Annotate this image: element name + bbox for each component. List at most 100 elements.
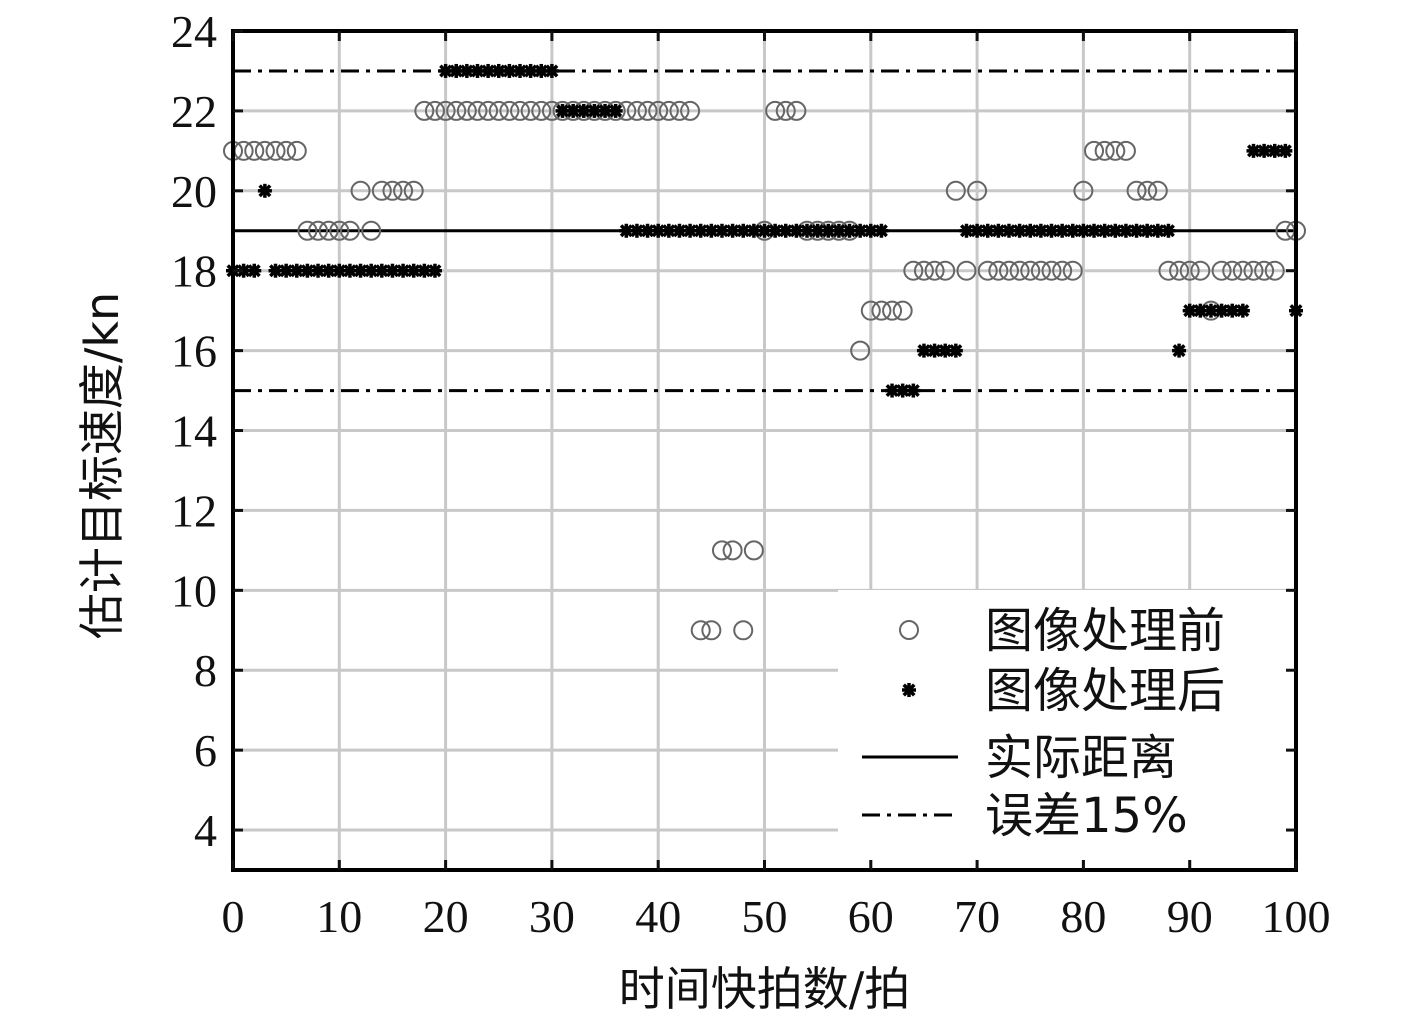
point-before-processing	[308, 220, 329, 241]
point-before-processing	[1020, 260, 1041, 281]
y-tick-label: 12	[171, 485, 217, 536]
point-before-processing	[531, 100, 552, 121]
point-before-processing	[478, 100, 499, 121]
point-before-processing	[382, 180, 403, 201]
point-before-processing	[456, 100, 477, 121]
y-tick-label: 14	[171, 406, 217, 457]
point-after-processing	[427, 263, 442, 278]
y-axis-title: 估计目标速度/kn	[75, 292, 129, 639]
point-before-processing	[1030, 260, 1051, 281]
point-before-processing	[1137, 180, 1158, 201]
y-tick-label: 20	[171, 166, 217, 217]
point-before-processing	[254, 140, 275, 161]
point-after-processing	[906, 383, 921, 398]
point-before-processing	[988, 260, 1009, 281]
tick-marks	[231, 29, 1298, 870]
point-before-processing	[860, 300, 881, 321]
legend-marker-after	[902, 683, 916, 697]
point-before-processing	[297, 220, 318, 241]
point-before-processing	[1190, 260, 1211, 281]
point-after-processing	[1023, 223, 1038, 238]
point-before-processing	[680, 100, 701, 121]
legend-label: 图像处理后	[985, 663, 1225, 719]
y-tick-label: 6	[194, 725, 217, 776]
point-before-processing	[956, 260, 977, 281]
x-tick-label: 80	[1060, 891, 1106, 942]
point-before-processing	[1254, 260, 1275, 281]
point-before-processing	[233, 140, 254, 161]
point-before-processing	[1009, 260, 1030, 281]
point-before-processing	[1094, 140, 1115, 161]
point-after-processing	[534, 63, 549, 78]
y-tick-label: 22	[171, 86, 217, 137]
point-before-processing	[637, 100, 658, 121]
point-before-processing	[648, 100, 669, 121]
legend-label: 实际距离	[985, 730, 1177, 786]
point-before-processing	[276, 140, 297, 161]
point-before-processing	[1264, 260, 1285, 281]
point-after-processing	[300, 263, 315, 278]
point-after-processing	[1108, 223, 1123, 238]
point-after-processing	[874, 223, 889, 238]
point-before-processing	[403, 180, 424, 201]
y-tick-labels: 4 6 8 10 12 14 16 18 20 22 24	[171, 6, 217, 856]
x-tick-label: 20	[423, 891, 469, 942]
point-before-processing	[1243, 260, 1264, 281]
point-after-processing	[1140, 223, 1155, 238]
point-before-processing	[1232, 260, 1253, 281]
point-before-processing	[913, 260, 934, 281]
point-after-processing	[778, 223, 793, 238]
x-tick-label: 30	[529, 891, 575, 942]
point-before-processing	[446, 100, 467, 121]
point-after-processing	[481, 63, 496, 78]
point-before-processing	[1073, 180, 1094, 201]
point-before-processing	[414, 100, 435, 121]
point-before-processing	[658, 100, 679, 121]
y-tick-label: 10	[171, 565, 217, 616]
point-after-processing	[1203, 303, 1218, 318]
point-before-processing	[967, 180, 988, 201]
point-before-processing	[1105, 140, 1126, 161]
y-tick-label: 16	[171, 326, 217, 377]
point-after-processing	[842, 223, 857, 238]
point-before-processing	[1158, 260, 1179, 281]
x-axis-title: 时间快拍数/拍	[619, 962, 911, 1016]
point-after-processing	[279, 263, 294, 278]
point-after-processing	[948, 343, 963, 358]
point-after-processing	[1235, 303, 1250, 318]
point-before-processing	[1179, 260, 1200, 281]
x-tick-label: 10	[316, 891, 362, 942]
point-before-processing	[424, 100, 445, 121]
point-before-processing	[1147, 180, 1168, 201]
point-before-processing	[1062, 260, 1083, 281]
point-before-processing	[499, 100, 520, 121]
point-after-processing	[566, 103, 581, 118]
point-before-processing	[626, 100, 647, 121]
point-after-processing	[704, 223, 719, 238]
point-after-processing	[1172, 343, 1187, 358]
point-after-processing	[544, 63, 559, 78]
point-before-processing	[701, 620, 722, 641]
series-before-processing	[223, 100, 1306, 641]
y-tick-label: 24	[171, 6, 217, 57]
point-before-processing	[265, 140, 286, 161]
point-before-processing	[339, 220, 360, 241]
point-after-processing	[1278, 143, 1293, 158]
point-before-processing	[765, 100, 786, 121]
x-tick-label: 40	[635, 891, 681, 942]
point-before-processing	[1041, 260, 1062, 281]
x-tick-label: 50	[742, 891, 788, 942]
point-before-processing	[733, 620, 754, 641]
y-tick-label: 18	[171, 246, 217, 297]
point-after-processing	[629, 223, 644, 238]
point-before-processing	[361, 220, 382, 241]
point-after-processing	[831, 223, 846, 238]
point-before-processing	[318, 220, 339, 241]
point-before-processing	[1211, 260, 1232, 281]
point-before-processing	[722, 540, 743, 561]
point-before-processing	[488, 100, 509, 121]
legend-label: 误差15%	[985, 788, 1188, 844]
point-before-processing	[1084, 140, 1105, 161]
point-after-processing	[651, 223, 666, 238]
